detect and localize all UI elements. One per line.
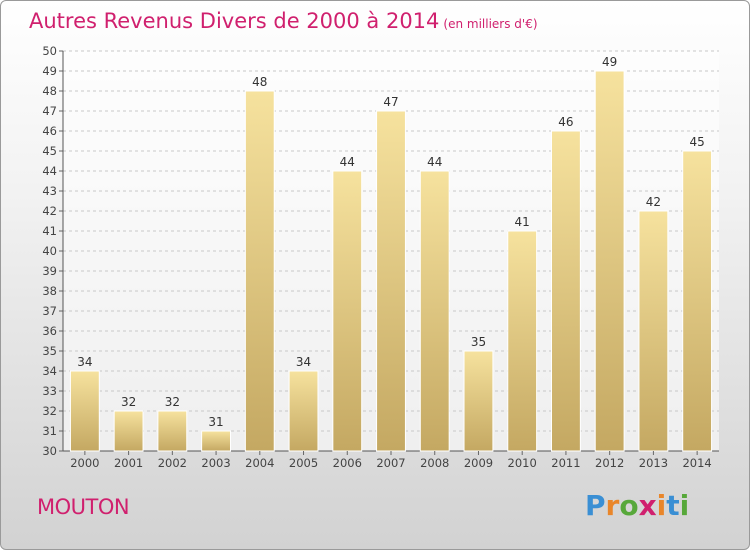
bar bbox=[157, 410, 188, 452]
logo-letter: t bbox=[666, 489, 680, 522]
bar-value-label: 34 bbox=[296, 355, 311, 369]
bar bbox=[551, 130, 581, 452]
x-tick-label: 2014 bbox=[682, 456, 711, 470]
bar bbox=[244, 90, 275, 452]
bar-value-label: 45 bbox=[689, 135, 704, 149]
location-label: MOUTON bbox=[37, 495, 130, 519]
bar-value-label: 48 bbox=[252, 75, 267, 89]
bar-value-label: 44 bbox=[427, 155, 442, 169]
bar bbox=[201, 430, 231, 452]
logo-letter: i bbox=[656, 489, 667, 522]
bar bbox=[113, 410, 144, 452]
bar-value-label: 41 bbox=[515, 215, 530, 229]
logo-letter: o bbox=[619, 489, 639, 522]
y-tick-label: 33 bbox=[42, 384, 57, 398]
bar bbox=[594, 70, 625, 452]
x-tick-label: 2006 bbox=[333, 456, 362, 470]
bar bbox=[69, 370, 100, 452]
bar bbox=[682, 150, 713, 452]
x-tick-label: 2001 bbox=[114, 456, 143, 470]
bar bbox=[376, 110, 406, 452]
x-tick-label: 2013 bbox=[639, 456, 668, 470]
x-tick-label: 2008 bbox=[420, 456, 449, 470]
x-tick-label: 2003 bbox=[201, 456, 230, 470]
y-tick-label: 42 bbox=[42, 204, 57, 218]
proxiti-logo: Proxiti bbox=[585, 489, 689, 522]
chart-title: Autres Revenus Divers de 2000 à 2014 (en … bbox=[29, 9, 538, 33]
chart-title-text: Autres Revenus Divers de 2000 à 2014 bbox=[29, 9, 440, 33]
y-tick-label: 48 bbox=[42, 84, 57, 98]
bar-value-label: 32 bbox=[121, 395, 136, 409]
x-tick-label: 2012 bbox=[595, 456, 624, 470]
bar-value-label: 31 bbox=[208, 415, 223, 429]
bar bbox=[332, 170, 363, 452]
bar-value-label: 35 bbox=[471, 335, 486, 349]
logo-letter: P bbox=[585, 489, 606, 522]
bar-value-label: 42 bbox=[646, 195, 661, 209]
y-tick-label: 32 bbox=[42, 404, 57, 418]
logo-letter: r bbox=[605, 489, 620, 522]
x-tick-label: 2005 bbox=[289, 456, 318, 470]
bar-value-label: 49 bbox=[602, 55, 617, 69]
bar-value-label: 47 bbox=[383, 95, 398, 109]
bar bbox=[638, 210, 669, 452]
y-tick-label: 38 bbox=[42, 284, 57, 298]
y-tick-label: 37 bbox=[42, 304, 57, 318]
x-tick-label: 2010 bbox=[508, 456, 537, 470]
bar-value-label: 46 bbox=[558, 115, 573, 129]
x-tick-label: 2007 bbox=[376, 456, 405, 470]
bar bbox=[288, 370, 319, 452]
x-tick-label: 2000 bbox=[70, 456, 99, 470]
y-tick-label: 31 bbox=[42, 424, 57, 438]
x-tick-label: 2011 bbox=[551, 456, 580, 470]
y-tick-label: 30 bbox=[42, 444, 57, 458]
logo-letter: i bbox=[679, 489, 690, 522]
y-tick-label: 43 bbox=[42, 184, 57, 198]
y-tick-label: 41 bbox=[42, 224, 57, 238]
x-tick-label: 2002 bbox=[158, 456, 187, 470]
y-tick-label: 44 bbox=[42, 164, 57, 178]
bar-value-label: 44 bbox=[340, 155, 355, 169]
y-tick-label: 45 bbox=[42, 144, 57, 158]
bar bbox=[419, 170, 450, 452]
bar bbox=[463, 350, 494, 452]
y-tick-label: 50 bbox=[42, 44, 57, 58]
x-tick-label: 2009 bbox=[464, 456, 493, 470]
y-tick-label: 49 bbox=[42, 64, 57, 78]
chart-title-unit: (en milliers d'€) bbox=[443, 17, 538, 31]
bar-value-label: 32 bbox=[165, 395, 180, 409]
y-tick-label: 40 bbox=[42, 244, 57, 258]
bar bbox=[507, 230, 538, 452]
y-tick-label: 39 bbox=[42, 264, 57, 278]
y-tick-label: 36 bbox=[42, 324, 57, 338]
y-tick-label: 47 bbox=[42, 104, 57, 118]
y-tick-label: 46 bbox=[42, 124, 57, 138]
logo-letter: x bbox=[638, 489, 657, 522]
y-tick-label: 35 bbox=[42, 344, 57, 358]
y-tick-label: 34 bbox=[42, 364, 57, 378]
bar-value-label: 34 bbox=[77, 355, 92, 369]
x-tick-label: 2004 bbox=[245, 456, 274, 470]
